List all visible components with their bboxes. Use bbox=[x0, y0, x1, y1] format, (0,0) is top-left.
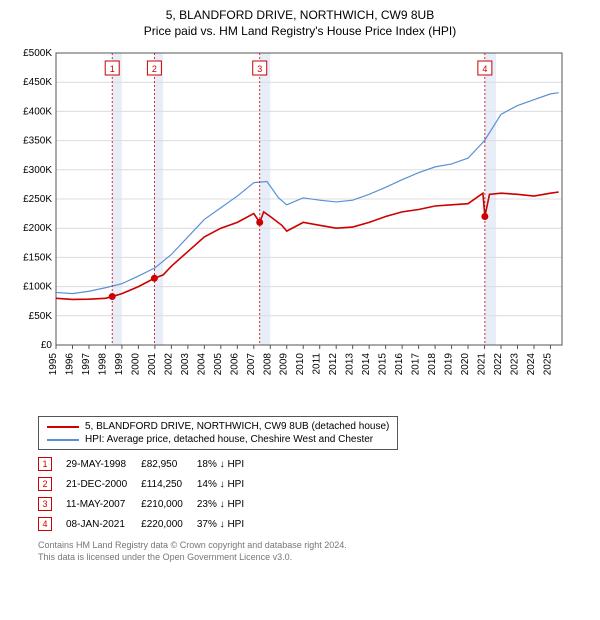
cell-marker: 3 bbox=[38, 494, 66, 514]
legend-swatch bbox=[47, 426, 79, 428]
attribution-footer: Contains HM Land Registry data © Crown c… bbox=[38, 540, 590, 563]
x-tick-label: 1999 bbox=[114, 353, 125, 376]
x-tick-label: 2023 bbox=[509, 353, 520, 376]
x-tick-label: 2021 bbox=[477, 353, 488, 376]
cell-delta: 18% ↓ HPI bbox=[197, 454, 258, 474]
cell-delta: 37% ↓ HPI bbox=[197, 514, 258, 534]
y-tick-label: £50K bbox=[29, 311, 53, 322]
cell-date: 21-DEC-2000 bbox=[66, 474, 141, 494]
x-tick-label: 2008 bbox=[262, 353, 273, 376]
cell-delta: 14% ↓ HPI bbox=[197, 474, 258, 494]
x-tick-label: 2010 bbox=[295, 353, 306, 376]
line-chart-svg: £0 £50K £100K £150K £200K £250K £300K £350K £400… bbox=[10, 45, 568, 405]
y-tick-label: £450K bbox=[23, 77, 52, 88]
sale-dot bbox=[256, 219, 263, 226]
cell-marker: 4 bbox=[38, 514, 66, 534]
cell-date: 11-MAY-2007 bbox=[66, 494, 141, 514]
x-tick-label: 2019 bbox=[444, 353, 455, 376]
y-tick-label: £400K bbox=[23, 107, 52, 118]
chart-container: { "title_line1": "5, BLANDFORD DRIVE, NO… bbox=[0, 0, 600, 570]
x-tick-label: 2025 bbox=[542, 353, 553, 376]
y-tick-label: £350K bbox=[23, 136, 52, 147]
cell-price: £82,950 bbox=[141, 454, 197, 474]
sale-dot bbox=[481, 213, 488, 220]
x-tick-label: 2011 bbox=[312, 353, 323, 375]
table-row: 2 21-DEC-2000£114,25014% ↓ HPI bbox=[38, 474, 258, 494]
y-tick-label: £0 bbox=[41, 340, 53, 351]
sale-dot bbox=[109, 293, 116, 300]
x-tick-label: 1997 bbox=[81, 353, 92, 376]
y-tick-label: £300K bbox=[23, 165, 52, 176]
y-tick-label: £500K bbox=[23, 48, 52, 59]
x-tick-label: 2015 bbox=[378, 353, 389, 376]
transactions-table: 1 29-MAY-1998£82,95018% ↓ HPI 2 21-DEC-2000… bbox=[38, 454, 258, 534]
legend-row: 5, BLANDFORD DRIVE, NORTHWICH, CW9 8UB (… bbox=[47, 420, 389, 433]
x-tick-label: 2009 bbox=[279, 353, 290, 376]
x-tick-label: 2003 bbox=[180, 353, 191, 376]
x-tick-label: 2007 bbox=[246, 353, 257, 376]
x-tick-label: 2018 bbox=[427, 353, 438, 376]
series-property bbox=[56, 192, 559, 299]
cell-price: £220,000 bbox=[141, 514, 197, 534]
legend-swatch bbox=[47, 439, 79, 441]
cell-price: £210,000 bbox=[141, 494, 197, 514]
x-tick-label: 2024 bbox=[526, 353, 537, 376]
x-tick-label: 2002 bbox=[163, 353, 174, 376]
x-tick-label: 2020 bbox=[460, 353, 471, 376]
x-tick-label: 2022 bbox=[493, 353, 504, 376]
x-tick-label: 2016 bbox=[394, 353, 405, 376]
chart-title-line1: 5, BLANDFORD DRIVE, NORTHWICH, CW9 8UB bbox=[10, 8, 590, 24]
x-tick-label: 2014 bbox=[361, 353, 372, 376]
cell-marker: 1 bbox=[38, 454, 66, 474]
cell-delta: 23% ↓ HPI bbox=[197, 494, 258, 514]
table-row: 1 29-MAY-1998£82,95018% ↓ HPI bbox=[38, 454, 258, 474]
footer-line1: Contains HM Land Registry data © Crown c… bbox=[38, 540, 590, 552]
transaction-marker: 4 bbox=[38, 517, 52, 531]
x-tick-label: 2000 bbox=[130, 353, 141, 376]
marker-number: 3 bbox=[257, 64, 262, 74]
marker-number: 4 bbox=[482, 64, 487, 74]
x-tick-label: 2004 bbox=[196, 353, 207, 376]
legend-label: 5, BLANDFORD DRIVE, NORTHWICH, CW9 8UB (… bbox=[85, 421, 389, 432]
legend-label: HPI: Average price, detached house, Ches… bbox=[85, 434, 373, 445]
y-tick-label: £200K bbox=[23, 223, 52, 234]
x-tick-label: 2006 bbox=[229, 353, 240, 376]
x-tick-label: 2001 bbox=[147, 353, 158, 376]
sale-dot bbox=[151, 275, 158, 282]
chart-title-line2: Price paid vs. HM Land Registry's House … bbox=[10, 24, 590, 40]
x-tick-label: 2013 bbox=[345, 353, 356, 376]
y-tick-label: £150K bbox=[23, 253, 52, 264]
cell-date: 29-MAY-1998 bbox=[66, 454, 141, 474]
x-tick-label: 2012 bbox=[328, 353, 339, 376]
y-tick-label: £100K bbox=[23, 282, 52, 293]
x-tick-label: 2005 bbox=[213, 353, 224, 376]
transaction-marker: 1 bbox=[38, 457, 52, 471]
table-row: 3 11-MAY-2007£210,00023% ↓ HPI bbox=[38, 494, 258, 514]
cell-price: £114,250 bbox=[141, 474, 197, 494]
cell-date: 08-JAN-2021 bbox=[66, 514, 141, 534]
y-tick-label: £250K bbox=[23, 194, 52, 205]
x-tick-label: 1998 bbox=[97, 353, 108, 376]
marker-number: 1 bbox=[110, 64, 115, 74]
x-tick-label: 2017 bbox=[411, 353, 422, 376]
x-tick-label: 1995 bbox=[48, 353, 59, 376]
marker-number: 2 bbox=[152, 64, 157, 74]
table-row: 4 08-JAN-2021£220,00037% ↓ HPI bbox=[38, 514, 258, 534]
legend: 5, BLANDFORD DRIVE, NORTHWICH, CW9 8UB (… bbox=[38, 416, 398, 450]
transaction-marker: 3 bbox=[38, 497, 52, 511]
x-tick-label: 1996 bbox=[64, 353, 75, 376]
chart-plot: £0 £50K £100K £150K £200K £250K £300K £350K £400… bbox=[10, 45, 590, 410]
footer-line2: This data is licensed under the Open Gov… bbox=[38, 552, 590, 564]
legend-row: HPI: Average price, detached house, Ches… bbox=[47, 433, 389, 446]
cell-marker: 2 bbox=[38, 474, 66, 494]
transaction-marker: 2 bbox=[38, 477, 52, 491]
